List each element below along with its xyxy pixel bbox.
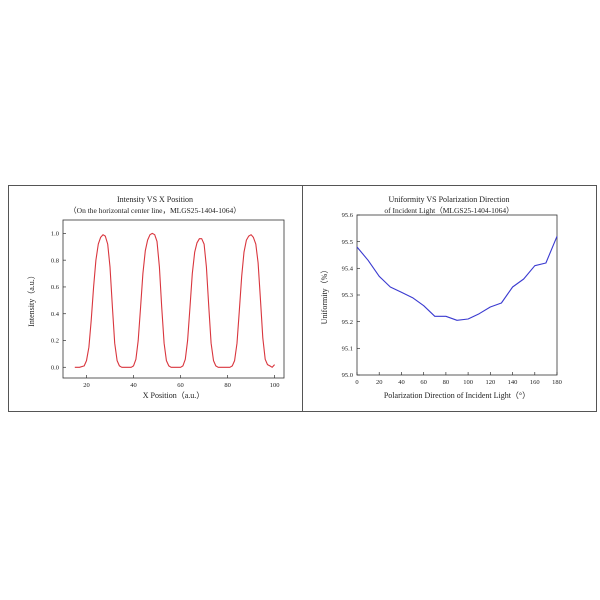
x-tick-label: 80 <box>443 379 450 386</box>
uniformity-chart: Uniformity VS Polarization Direction of … <box>320 195 562 400</box>
x-tick-label: 20 <box>376 379 383 386</box>
x-tick-label: 160 <box>530 379 540 386</box>
x-tick-label: 80 <box>224 382 231 389</box>
chart-subtitle: （On the horizontal center line，MLGS25-14… <box>69 206 241 215</box>
intensity-chart: Intensity VS X Position （On the horizont… <box>27 195 285 400</box>
y-tick-label: 95.1 <box>342 346 353 353</box>
x-tick-label: 60 <box>420 379 427 386</box>
x-tick-label: 60 <box>177 382 184 389</box>
intensity-chart-panel: Intensity VS X Position （On the horizont… <box>8 185 303 412</box>
x-tick-label: 140 <box>508 379 518 386</box>
uniformity-chart-panel: Uniformity VS Polarization Direction of … <box>302 185 597 412</box>
y-tick-label: 95.3 <box>342 292 353 299</box>
x-tick-label: 40 <box>398 379 405 386</box>
y-tick-label: 1.0 <box>51 231 59 238</box>
y-axis-label: Uniformity（%） <box>320 266 329 325</box>
y-tick-label: 0.8 <box>51 257 59 264</box>
series-line <box>356 236 558 321</box>
y-axis-label: Intensity（a.u.） <box>27 271 36 327</box>
plot-frame <box>356 214 558 376</box>
x-tick-label: 20 <box>83 382 90 389</box>
tick-group: 20 40 60 80 100 0.0 0.2 0.4 0.6 0.8 1.0 <box>51 231 280 389</box>
y-tick-label: 95.6 <box>342 212 354 219</box>
x-axis-label: X Position（a.u.） <box>143 391 205 400</box>
y-tick-label: 95.0 <box>342 372 353 379</box>
series-line <box>74 232 276 368</box>
y-tick-label: 0.2 <box>51 338 59 345</box>
y-tick-label: 0.6 <box>51 284 60 291</box>
y-tick-label: 95.2 <box>342 319 353 326</box>
x-tick-label: 120 <box>485 379 495 386</box>
x-axis-label: Polarization Direction of Incident Light… <box>384 391 530 400</box>
y-tick-label: 0.4 <box>51 311 60 318</box>
chart-subtitle: of Incident Light（MLGS25-1404-1064） <box>384 206 513 215</box>
plot-frame <box>62 219 285 379</box>
y-tick-label: 0.0 <box>51 364 59 371</box>
chart-title: Uniformity VS Polarization Direction <box>389 195 510 204</box>
x-tick-label: 100 <box>463 379 473 386</box>
tick-group: 0 20 40 60 80 100 120 140 160 180 95.0 95.1 95.2 95.3… <box>342 212 562 386</box>
x-tick-label: 0 <box>355 379 358 386</box>
x-tick-label: 180 <box>552 379 562 386</box>
y-tick-label: 95.5 <box>342 239 353 246</box>
chart-title: Intensity VS X Position <box>117 195 193 204</box>
x-tick-label: 40 <box>130 382 137 389</box>
series-group <box>356 236 558 321</box>
x-tick-label: 100 <box>270 382 280 389</box>
series-group <box>74 232 276 368</box>
y-tick-label: 95.4 <box>342 266 354 273</box>
